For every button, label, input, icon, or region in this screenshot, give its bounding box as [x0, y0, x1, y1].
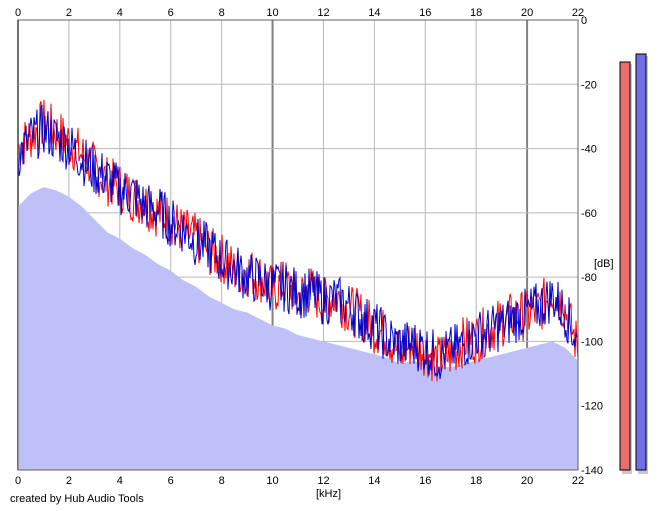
x-tick-label-top: 10	[266, 7, 278, 19]
y-tick-label: -80	[581, 272, 597, 284]
credit-text: created by Hub Audio Tools	[10, 493, 144, 505]
x-tick-label-bottom: 18	[470, 475, 482, 487]
x-tick-label-top: 6	[168, 7, 174, 19]
y-tick-label: -60	[581, 208, 597, 220]
x-tick-label-bottom: 12	[317, 475, 329, 487]
x-tick-labels-top: 0 2 4 6 8 10 12 14 16 18 20 22	[15, 7, 584, 19]
level-meter-left	[619, 61, 631, 471]
x-tick-label-bottom: 20	[521, 475, 533, 487]
x-tick-label-top: 22	[572, 7, 584, 19]
x-tick-label-top: 12	[317, 7, 329, 19]
x-tick-label-top: 16	[419, 7, 431, 19]
x-tick-labels-bottom: 0 2 4 6 8 10 12 14 16 18 20 22	[15, 475, 584, 487]
x-tick-label-top: 8	[219, 7, 225, 19]
x-tick-label-bottom: 8	[219, 475, 225, 487]
series-area-fill	[18, 187, 578, 471]
x-tick-label-top: 18	[470, 7, 482, 19]
y-tick-label: -100	[581, 336, 603, 348]
x-tick-label-top: 20	[521, 7, 533, 19]
x-tick-label-bottom: 0	[15, 475, 21, 487]
x-tick-label-bottom: 4	[117, 475, 123, 487]
y-axis-label: [dB]	[594, 258, 614, 270]
level-meters	[619, 53, 648, 474]
x-axis-label: [kHz]	[316, 488, 341, 500]
x-tick-label-bottom: 10	[266, 475, 278, 487]
x-tick-label-top: 0	[15, 7, 21, 19]
x-tick-label-bottom: 2	[66, 475, 72, 487]
level-meter-right	[635, 53, 647, 471]
y-tick-label: -120	[581, 401, 603, 413]
x-tick-label-top: 4	[117, 7, 123, 19]
y-tick-labels: 0 -20 -40 -60 -80 -100 -120 -140	[581, 15, 603, 477]
x-tick-label-bottom: 16	[419, 475, 431, 487]
y-tick-label: 0	[581, 15, 587, 27]
y-tick-label: -40	[581, 144, 597, 156]
x-tick-label-bottom: 6	[168, 475, 174, 487]
x-tick-label-top: 2	[66, 7, 72, 19]
plot-frame	[17, 19, 579, 471]
y-tick-label: -140	[581, 465, 603, 477]
x-tick-label-bottom: 14	[368, 475, 380, 487]
y-tick-label: -20	[581, 79, 597, 91]
x-tick-label-top: 14	[368, 7, 380, 19]
x-tick-label-bottom: 22	[572, 475, 584, 487]
series-layer	[17, 99, 579, 471]
series-line-blue	[17, 104, 579, 380]
